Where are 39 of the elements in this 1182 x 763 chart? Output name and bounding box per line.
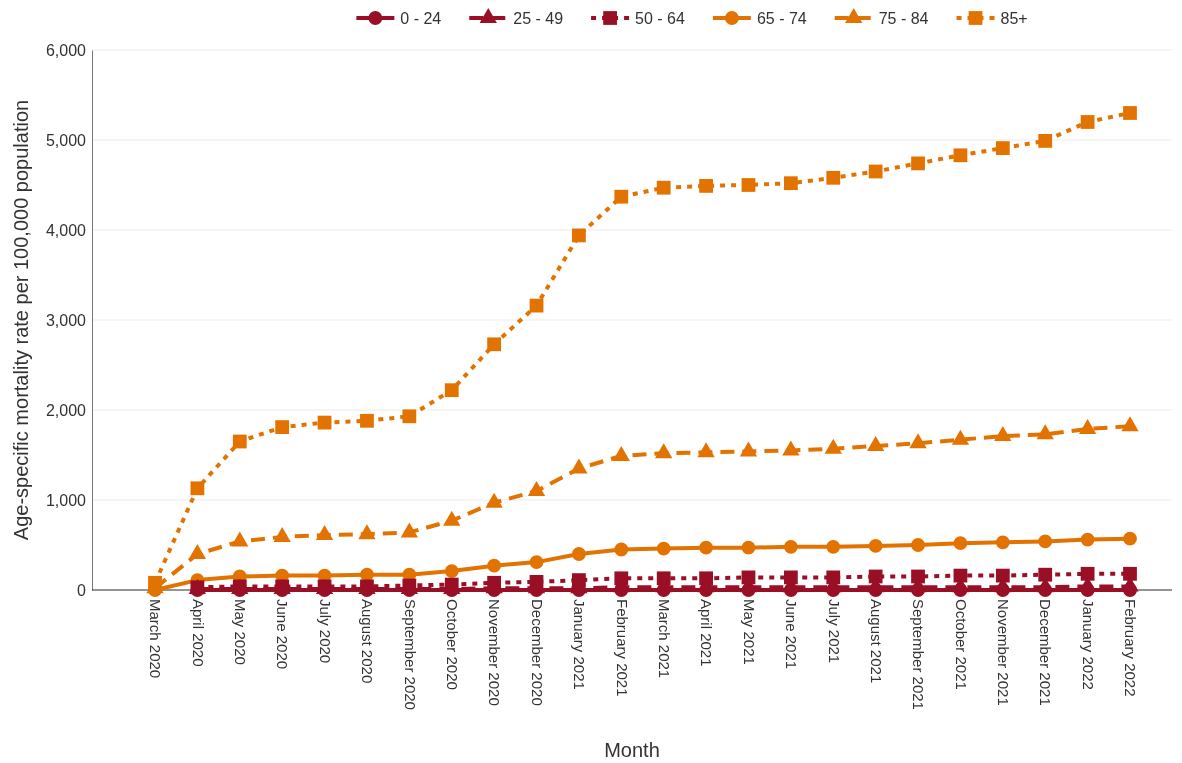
x-tick-label: November 2021 (995, 599, 1013, 706)
x-tick-label: March 2021 (655, 599, 673, 679)
x-tick-label: June 2020 (274, 599, 292, 670)
x-tick-label: August 2020 (359, 599, 377, 684)
legend-label: 0 - 24 (400, 9, 442, 27)
x-tick-label: January 2021 (571, 599, 589, 690)
x-tick-label: August 2021 (867, 599, 885, 684)
x-tick-label: May 2020 (232, 599, 250, 665)
x-tick-label: November 2020 (486, 599, 504, 706)
legend-label: 50 - 64 (635, 9, 685, 27)
x-tick-label: February 2021 (613, 599, 631, 697)
y-tick-label: 3,000 (45, 311, 87, 329)
x-tick-label: September 2021 (910, 599, 928, 710)
y-tick-label: 6,000 (45, 41, 87, 59)
legend-label: 85+ (1000, 9, 1028, 27)
x-axis-title: Month (604, 739, 660, 761)
legend-label: 75 - 84 (878, 9, 929, 27)
x-tick-label: October 2020 (443, 599, 461, 690)
legend-label: 65 - 74 (756, 9, 807, 27)
x-tick-label: December 2021 (1037, 599, 1055, 706)
x-tick-label: September 2020 (401, 599, 419, 710)
x-tick-label: July 2020 (316, 599, 334, 664)
y-axis-title: Age-specific mortality rate per 100,000 population (10, 99, 32, 541)
x-tick-label: October 2021 (952, 599, 970, 690)
x-tick-label: April 2021 (698, 599, 716, 667)
y-tick-label: 1,000 (45, 491, 87, 509)
legend-label: 25 - 49 (513, 9, 564, 27)
y-tick-label: 2,000 (45, 401, 87, 419)
x-tick-label: May 2021 (740, 599, 758, 665)
y-tick-label: 4,000 (45, 221, 87, 239)
x-tick-label: April 2020 (189, 599, 207, 667)
x-tick-label: July 2021 (825, 599, 843, 664)
x-tick-label: February 2022 (1122, 599, 1140, 697)
x-tick-label: January 2022 (1079, 599, 1097, 690)
x-tick-label: March 2020 (147, 599, 165, 679)
y-tick-label: 5,000 (45, 131, 87, 149)
x-tick-label: June 2021 (783, 599, 801, 670)
x-tick-label: December 2020 (528, 599, 546, 706)
y-tick-label: 0 (77, 581, 87, 599)
